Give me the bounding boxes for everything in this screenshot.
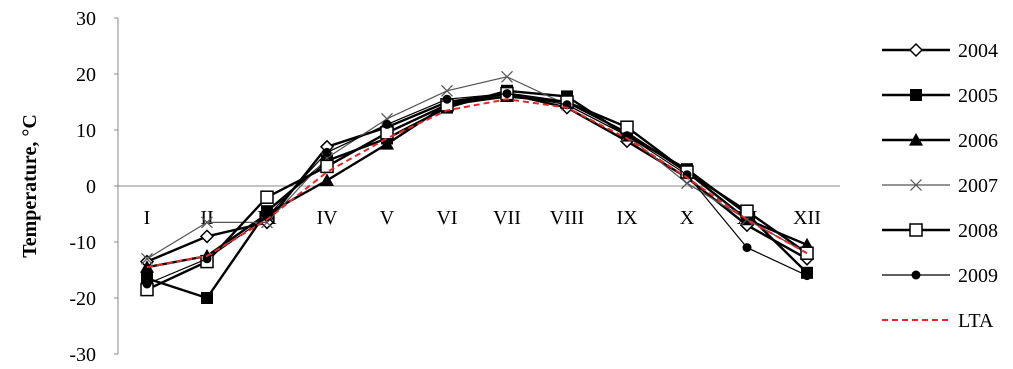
marker-square-open: [740, 204, 754, 218]
marker-square-open: [909, 223, 923, 237]
marker-x: [201, 216, 213, 229]
series-line-2008: [146, 92, 808, 291]
marker-diamond: [199, 229, 215, 244]
marker-square-open: [800, 246, 814, 260]
marker-x: [441, 84, 453, 97]
y-tick-label: -10: [69, 232, 96, 254]
marker-circle: [202, 254, 212, 264]
legend-entry-2008: 2008: [882, 220, 998, 242]
legend-label: 2007: [958, 175, 998, 197]
marker-triangle: [320, 173, 334, 186]
legend-label: 2006: [958, 130, 998, 152]
marker-x: [141, 252, 153, 265]
marker-circle: [442, 94, 452, 104]
marker-circle: [142, 279, 152, 289]
x-category-label: X: [680, 207, 695, 229]
marker-circle: [911, 270, 921, 280]
legend-entry-2004: 2004: [882, 40, 998, 62]
x-category-label: VIII: [550, 207, 584, 229]
series-2006: [140, 89, 814, 273]
series-2004: [139, 86, 815, 269]
series-layer: [139, 70, 815, 304]
marker-circle: [742, 243, 752, 253]
x-category-label: VII: [493, 207, 521, 229]
legend: 2004 2005 2006 2007 2008 2009 LTA: [882, 40, 998, 332]
marker-circle: [622, 131, 632, 141]
legend-label: 2004: [958, 40, 998, 62]
marker-circle: [382, 119, 392, 129]
y-tick-label: 30: [76, 8, 96, 30]
series-line-2007: [146, 76, 808, 260]
x-category-label: IV: [316, 207, 338, 229]
series-line-LTA: [146, 98, 808, 269]
y-tick-label: -20: [69, 288, 96, 310]
marker-diamond: [908, 42, 924, 58]
marker-circle: [502, 89, 512, 99]
legend-label: 2005: [958, 85, 998, 107]
marker-square-filled: [910, 89, 922, 101]
marker-x: [501, 70, 513, 83]
legend-label: 2008: [958, 220, 998, 242]
marker-triangle: [909, 133, 923, 146]
marker-square-open: [260, 190, 274, 204]
y-tick-label: 0: [86, 176, 96, 198]
series-line-2004: [146, 92, 808, 263]
marker-triangle: [380, 137, 394, 150]
series-line-2009: [146, 92, 808, 285]
x-category-label: V: [380, 207, 395, 229]
x-category-label: IX: [616, 207, 638, 229]
legend-entry-2006: 2006: [882, 130, 998, 152]
y-axis-label: Temperature, °C: [19, 114, 41, 258]
y-tick-label: -30: [69, 344, 96, 366]
y-tick-label: 10: [76, 120, 96, 142]
y-tick-label: 20: [76, 64, 96, 86]
marker-square-filled: [201, 292, 213, 304]
legend-entry-2007: 2007: [882, 175, 998, 197]
x-category-label: I: [144, 207, 151, 229]
legend-entry-LTA: LTA: [882, 310, 994, 332]
series-LTA: [146, 98, 808, 269]
marker-x: [910, 179, 922, 191]
axes-layer: 3020100-10-20-30IIIIIIIVVVIVIIVIIIIXXXIX…: [69, 8, 840, 366]
x-category-label: II: [200, 207, 213, 229]
x-category-label: VI: [436, 207, 457, 229]
marker-circle: [802, 271, 812, 281]
x-category-label: XII: [793, 207, 821, 229]
legend-entry-2005: 2005: [882, 85, 998, 107]
legend-label: 2009: [958, 265, 998, 287]
marker-circle: [322, 147, 332, 157]
legend-entry-2009: 2009: [882, 265, 998, 287]
legend-label: LTA: [958, 310, 994, 332]
series-2009: [142, 89, 812, 289]
